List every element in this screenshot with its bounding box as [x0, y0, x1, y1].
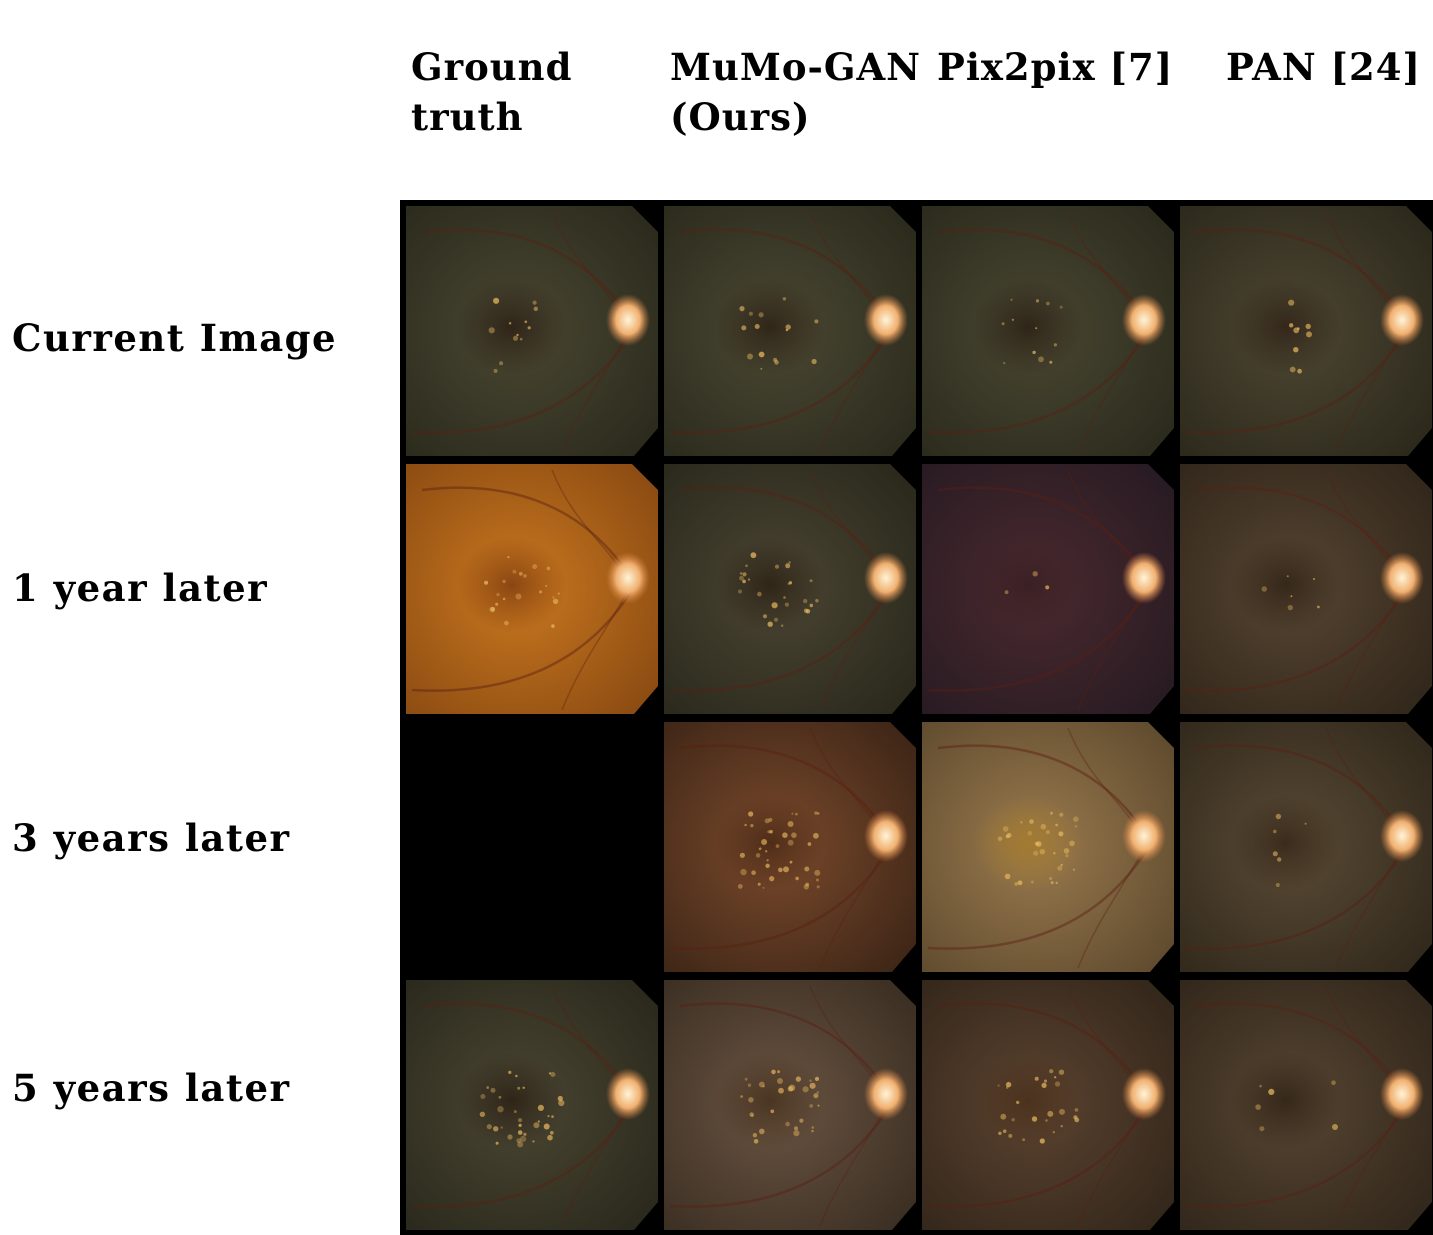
fundus-image-1-year-later-pix2pix [918, 460, 1174, 716]
fundus-image-3-years-later-mumo-gan [660, 718, 916, 974]
column-header-mumo-gan: MuMo-GAN (Ours) [670, 45, 921, 139]
row-header-5-years-later: 5 years later [12, 1066, 291, 1110]
fundus-image-3-years-later-pan [1176, 718, 1432, 974]
fundus-image-3-years-later-pix2pix [918, 718, 1174, 974]
fundus-image-5-years-later-pan [1176, 976, 1432, 1232]
fundus-image-3-years-later-ground-truth [402, 718, 658, 974]
fundus-image-current-image-pix2pix [918, 202, 1174, 458]
row-header-3-years-later: 3 years later [12, 816, 291, 860]
fundus-image-current-image-mumo-gan [660, 202, 916, 458]
column-header-pix2pix: Pix2pix [7] [937, 45, 1174, 89]
fundus-image-current-image-pan [1176, 202, 1432, 458]
fundus-image-5-years-later-pix2pix [918, 976, 1174, 1232]
row-header-current-image: Current Image [12, 316, 338, 360]
fundus-image-5-years-later-mumo-gan [660, 976, 916, 1232]
fundus-image-grid [400, 200, 1433, 1235]
column-header-pan: PAN [24] [1226, 45, 1422, 89]
fundus-image-current-image-ground-truth [402, 202, 658, 458]
fundus-image-1-year-later-mumo-gan [660, 460, 916, 716]
row-header-1-year-later: 1 year later [12, 566, 269, 610]
fundus-image-1-year-later-pan [1176, 460, 1432, 716]
fundus-image-5-years-later-ground-truth [402, 976, 658, 1232]
fundus-image-1-year-later-ground-truth [402, 460, 658, 716]
column-header-ground-truth: Ground truth [411, 45, 573, 139]
